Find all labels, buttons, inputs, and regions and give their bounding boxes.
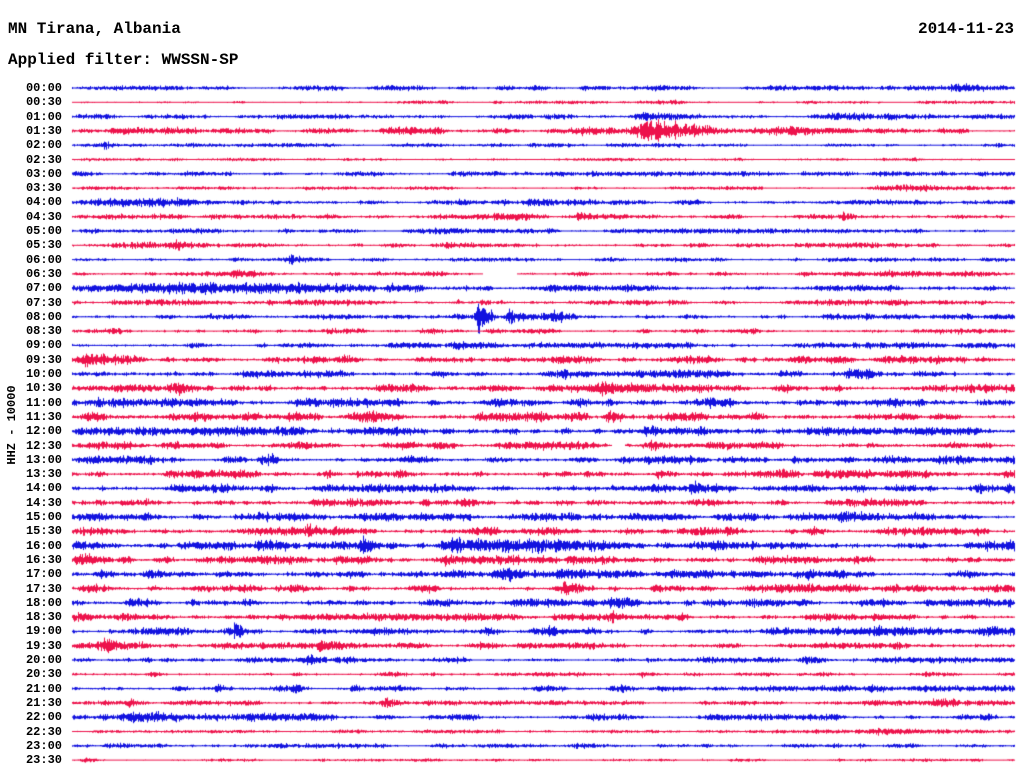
trace-time-label: 16:00 [25, 538, 62, 553]
trace-time-label: 17:30 [25, 581, 62, 596]
trace-time-label: 00:30 [25, 95, 62, 110]
trace-time-label: 21:00 [25, 681, 62, 696]
trace-time-label: 05:30 [25, 238, 62, 253]
trace-time-label: 02:00 [25, 138, 62, 153]
trace-time-label: 23:30 [25, 753, 62, 768]
trace-time-label: 22:00 [25, 710, 62, 725]
trace-time-label: 19:00 [25, 624, 62, 639]
trace-time-label: 07:30 [25, 295, 62, 310]
trace-time-label: 10:30 [25, 381, 62, 396]
trace-time-label: 04:00 [25, 195, 62, 210]
trace-time-label: 03:30 [25, 181, 62, 196]
trace-time-label: 11:30 [25, 409, 62, 424]
trace-time-label: 04:30 [25, 209, 62, 224]
trace-time-label: 14:00 [25, 481, 62, 496]
trace-time-label: 15:00 [25, 510, 62, 524]
trace-time-label: 17:00 [25, 567, 62, 582]
trace-time-label: 11:00 [25, 395, 62, 410]
trace-time-label: 22:30 [25, 724, 62, 739]
station-title: MN Tirana, Albania [8, 20, 181, 38]
trace-time-label: 12:00 [25, 424, 62, 439]
trace-time-label: 08:30 [25, 324, 62, 339]
trace-time-label: 13:30 [25, 467, 62, 482]
trace-time-label: 05:00 [25, 224, 62, 238]
trace-time-label: 00:00 [25, 81, 62, 95]
trace-time-label: 09:30 [25, 352, 62, 367]
trace-time-label: 18:30 [25, 610, 62, 625]
trace-time-label: 10:00 [25, 367, 62, 381]
applied-filter-label: Applied filter: WWSSN-SP [8, 51, 239, 69]
trace-time-label: 12:30 [25, 438, 62, 453]
trace-time-label: 02:30 [25, 152, 62, 167]
date-label: 2014-11-23 [917, 20, 1014, 38]
trace-time-label: 06:00 [25, 252, 62, 267]
trace-time-label: 23:00 [25, 738, 62, 753]
trace-time-label: 01:00 [25, 109, 62, 124]
trace-time-label: 14:30 [25, 495, 62, 510]
trace-time-label: 20:00 [25, 653, 62, 667]
trace-time-label: 01:30 [25, 123, 62, 138]
trace-time-label: 09:00 [25, 338, 62, 353]
trace-time-label: 06:30 [25, 266, 62, 281]
trace-time-label: 18:00 [25, 595, 62, 610]
trace-time-label: 07:00 [25, 281, 62, 296]
trace-time-label: 03:00 [25, 166, 62, 181]
trace-time-label: 21:30 [25, 695, 62, 710]
trace-time-label: 20:30 [25, 667, 62, 682]
trace-time-label: 15:30 [25, 524, 62, 539]
trace-time-label: 19:30 [25, 638, 62, 653]
trace-time-label: 08:00 [25, 309, 62, 324]
trace-time-label: 13:00 [25, 452, 62, 467]
trace-time-label: 16:30 [25, 552, 62, 567]
